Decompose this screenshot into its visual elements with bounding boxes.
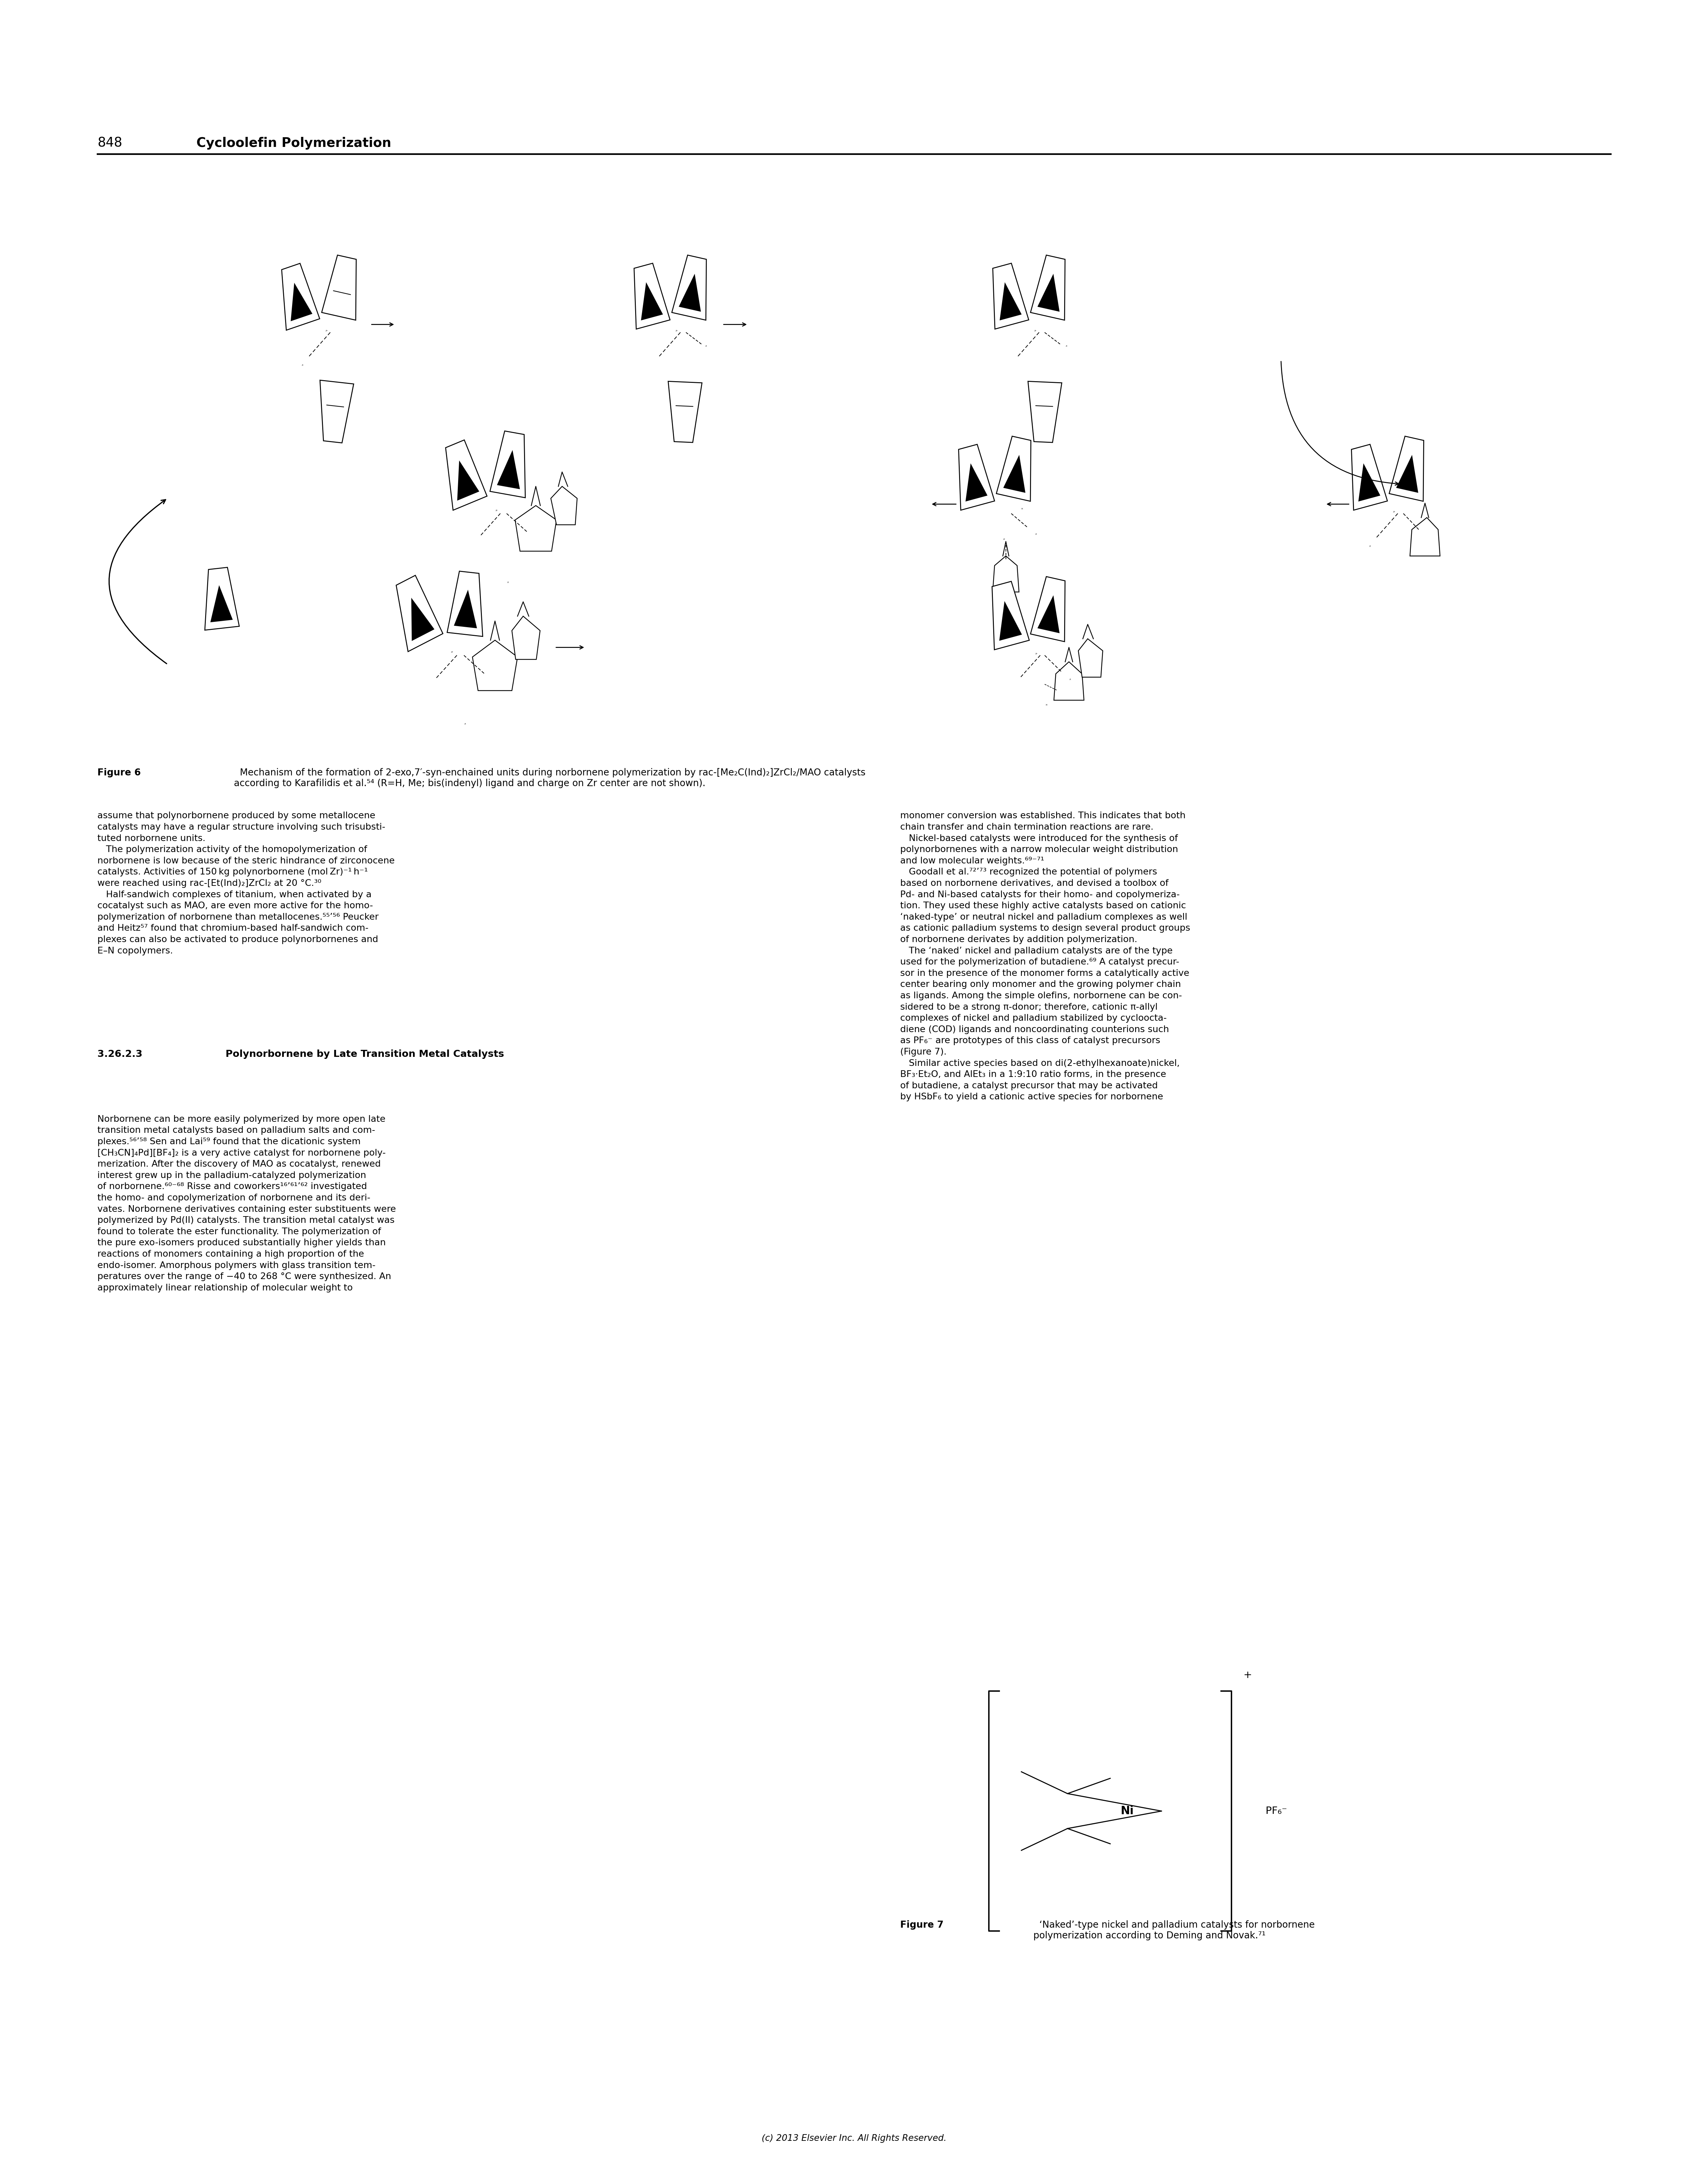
Polygon shape (396, 576, 442, 652)
Polygon shape (321, 255, 357, 321)
Polygon shape (282, 264, 319, 329)
Polygon shape (640, 281, 663, 321)
Polygon shape (1054, 661, 1085, 700)
Text: Figure 6: Figure 6 (97, 768, 140, 777)
Polygon shape (1037, 273, 1059, 312)
Polygon shape (447, 572, 483, 637)
Polygon shape (490, 432, 526, 497)
Polygon shape (1030, 576, 1066, 642)
Polygon shape (210, 585, 232, 622)
Polygon shape (996, 436, 1032, 502)
Text: assume that polynorbornene produced by some metallocene
catalysts may have a reg: assume that polynorbornene produced by s… (97, 812, 395, 956)
Polygon shape (1003, 454, 1025, 493)
Text: PF₆⁻: PF₆⁻ (1266, 1807, 1288, 1815)
Text: Mechanism of the formation of 2-​exo,7′-​syn-enchained units during norbornene p: Mechanism of the formation of 2-​exo,7′-… (234, 768, 866, 788)
Polygon shape (458, 460, 480, 500)
Polygon shape (1037, 596, 1059, 633)
Polygon shape (1358, 463, 1380, 502)
Polygon shape (1078, 639, 1103, 676)
Polygon shape (671, 255, 707, 321)
Polygon shape (992, 264, 1028, 329)
Text: ‘Naked’-type nickel and palladium catalysts for norbornene
polymerization accord: ‘Naked’-type nickel and palladium cataly… (1033, 1920, 1315, 1940)
Polygon shape (965, 463, 987, 502)
Text: Polynorbornene by Late Transition Metal Catalysts: Polynorbornene by Late Transition Metal … (225, 1050, 504, 1058)
Polygon shape (1389, 436, 1424, 502)
Polygon shape (999, 281, 1021, 321)
Text: Ni: Ni (1120, 1805, 1134, 1818)
Polygon shape (1351, 445, 1387, 511)
Polygon shape (454, 589, 477, 628)
Text: monomer conversion was established. This indicates that both
chain transfer and : monomer conversion was established. This… (900, 812, 1190, 1102)
Polygon shape (1395, 454, 1418, 493)
Polygon shape (516, 506, 557, 552)
Text: (c) 2013 Elsevier Inc. All Rights Reserved.: (c) 2013 Elsevier Inc. All Rights Reserv… (762, 2134, 946, 2143)
Polygon shape (634, 264, 670, 329)
Polygon shape (550, 487, 577, 524)
Polygon shape (958, 445, 994, 511)
Polygon shape (319, 380, 354, 443)
Text: 848: 848 (97, 137, 123, 148)
Polygon shape (412, 598, 434, 642)
Text: Figure 7: Figure 7 (900, 1920, 943, 1929)
Text: 3.26.2.3: 3.26.2.3 (97, 1050, 142, 1058)
Polygon shape (473, 639, 518, 690)
Text: +: + (1243, 1671, 1252, 1680)
Polygon shape (992, 580, 1030, 650)
Polygon shape (1028, 382, 1062, 443)
Polygon shape (992, 556, 1020, 591)
Text: Cycloolefin Polymerization: Cycloolefin Polymerization (196, 137, 391, 148)
Polygon shape (678, 273, 700, 312)
Polygon shape (446, 441, 487, 511)
Polygon shape (512, 615, 540, 659)
Polygon shape (205, 567, 239, 631)
Text: Norbornene can be more easily polymerized by more open late
transition metal cat: Norbornene can be more easily polymerize… (97, 1115, 396, 1292)
Polygon shape (1409, 517, 1440, 556)
Polygon shape (1030, 255, 1066, 321)
Polygon shape (290, 284, 313, 321)
Polygon shape (497, 449, 519, 489)
Polygon shape (668, 382, 702, 443)
Polygon shape (999, 600, 1021, 642)
